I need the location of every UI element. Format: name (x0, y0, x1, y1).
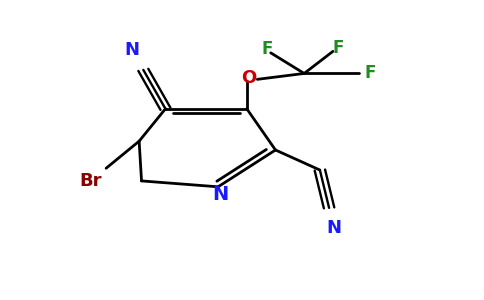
Text: N: N (327, 219, 342, 237)
Text: N: N (125, 41, 140, 59)
Text: N: N (212, 185, 228, 204)
Text: O: O (242, 69, 257, 87)
Text: Br: Br (79, 172, 102, 190)
Text: F: F (364, 64, 376, 82)
Text: F: F (332, 39, 343, 57)
Text: F: F (261, 40, 272, 58)
